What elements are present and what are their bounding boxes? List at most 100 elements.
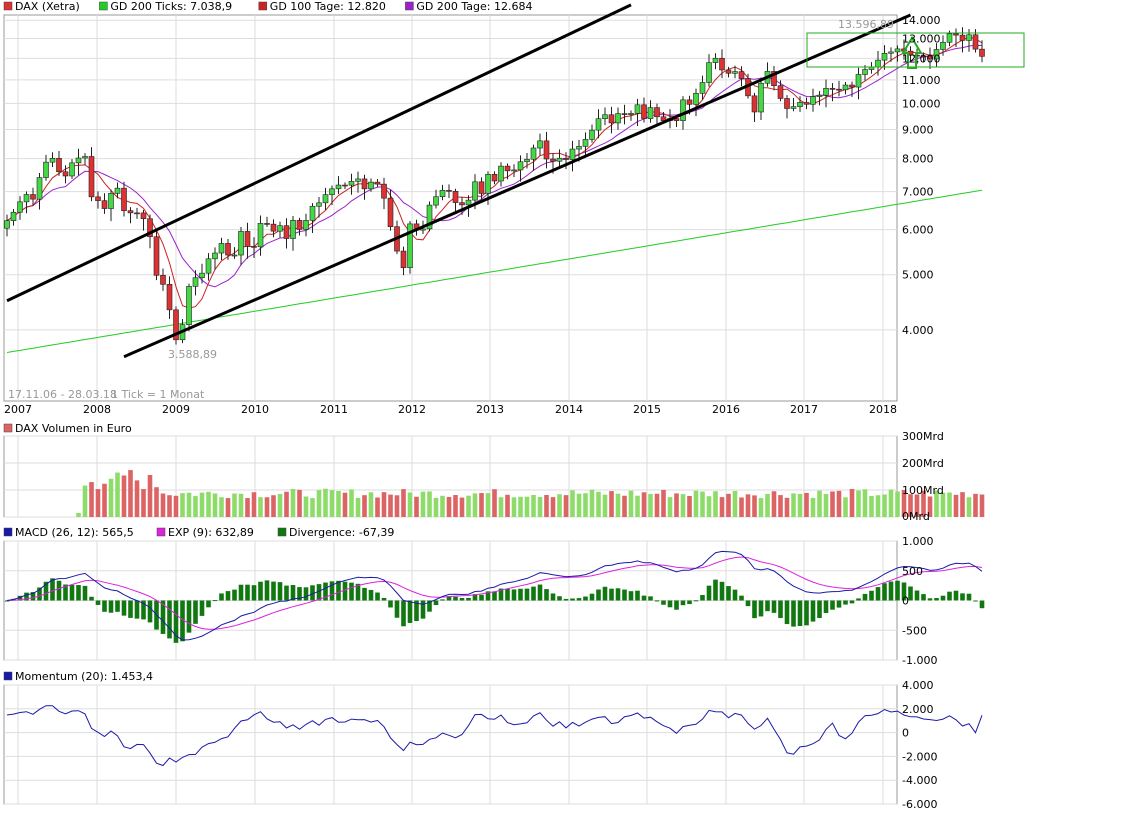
volume-bar bbox=[446, 496, 452, 517]
divergence-bar bbox=[836, 600, 842, 608]
volume-bar bbox=[271, 495, 276, 517]
divergence-bar bbox=[212, 600, 218, 602]
volume-bar bbox=[225, 498, 231, 517]
volume-bar bbox=[589, 489, 595, 517]
volume-bar bbox=[940, 492, 946, 517]
divergence-bar bbox=[680, 600, 686, 606]
candle-body bbox=[199, 272, 205, 279]
volume-bar bbox=[420, 491, 426, 517]
x-tick-label: 2008 bbox=[83, 403, 111, 416]
divergence-bar bbox=[563, 598, 569, 601]
divergence-bar bbox=[336, 580, 341, 601]
volume-bar bbox=[459, 497, 465, 517]
volume-bar bbox=[784, 497, 790, 517]
divergence-bar bbox=[63, 584, 68, 601]
divergence-bar bbox=[134, 600, 140, 619]
candle-body bbox=[381, 183, 387, 199]
volume-bar bbox=[89, 482, 94, 517]
divergence-bar bbox=[778, 600, 783, 619]
y-tick-label: 0 bbox=[902, 595, 909, 608]
candle-body bbox=[205, 258, 212, 274]
candle-body bbox=[251, 246, 257, 248]
macd-y-axis: 1.000 500 0 -500 -1.000 bbox=[902, 535, 937, 667]
x-tick-label: 2015 bbox=[633, 403, 661, 416]
macd-panel: 1.000 500 0 -500 -1.000 bbox=[3, 535, 985, 667]
volume-bar bbox=[687, 495, 692, 517]
divergence-bar bbox=[758, 600, 764, 617]
divergence-bar bbox=[550, 593, 556, 601]
candle-body bbox=[238, 231, 244, 256]
divergence-bar bbox=[576, 598, 582, 601]
y-tick-label: 9.000 bbox=[902, 123, 934, 136]
divergence-bar bbox=[765, 600, 770, 612]
volume-bar bbox=[895, 491, 900, 517]
divergence-bar bbox=[927, 598, 933, 601]
volume-bar bbox=[193, 496, 198, 517]
divergence-bar bbox=[381, 597, 387, 601]
volume-bar bbox=[76, 512, 81, 517]
divergence-bar bbox=[238, 584, 244, 601]
volume-bar bbox=[843, 497, 848, 517]
volume-bar bbox=[453, 495, 458, 517]
candle-body bbox=[725, 69, 732, 74]
candle-body bbox=[881, 52, 888, 61]
divergence-bar bbox=[492, 591, 497, 601]
divergence-bar bbox=[277, 582, 283, 601]
divergence-bar bbox=[544, 589, 549, 601]
candle-body bbox=[355, 178, 361, 182]
candle-body bbox=[218, 243, 225, 254]
divergence-bar bbox=[602, 586, 608, 601]
volume-bar bbox=[297, 489, 302, 517]
candle-body bbox=[517, 161, 524, 171]
volume-bar bbox=[303, 496, 309, 517]
divergence-bar bbox=[531, 586, 536, 601]
volume-bar bbox=[82, 485, 88, 517]
divergence-bar bbox=[713, 579, 718, 601]
candle-body bbox=[602, 114, 608, 120]
candle-body bbox=[75, 157, 82, 164]
divergence-bar bbox=[362, 587, 367, 601]
volume-y-axis: 0Mrd 100Mrd 200Mrd 300Mrd bbox=[902, 430, 944, 523]
volume-bar bbox=[258, 497, 263, 517]
divergence-bar bbox=[628, 591, 634, 601]
divergence-bar bbox=[225, 591, 231, 601]
macd-lines bbox=[6, 550, 983, 641]
candle-body bbox=[862, 69, 868, 75]
candle-body bbox=[225, 243, 231, 256]
divergence-bar bbox=[284, 585, 289, 601]
candle-body bbox=[712, 57, 719, 63]
volume-bar bbox=[544, 494, 549, 517]
volume-bar bbox=[466, 495, 471, 517]
candle-body bbox=[823, 88, 829, 96]
legend-label: DAX (Xetra) bbox=[15, 0, 80, 13]
y-tick-label: 4.000 bbox=[902, 324, 934, 337]
volume-bar bbox=[693, 490, 699, 517]
candle-body bbox=[641, 104, 647, 119]
volume-bar bbox=[102, 483, 107, 517]
volume-bar bbox=[758, 498, 764, 517]
volume-bar bbox=[284, 491, 289, 517]
divergence-bar bbox=[4, 600, 10, 602]
volume-bar bbox=[674, 493, 679, 517]
candle-body bbox=[4, 220, 10, 229]
volume-bar bbox=[219, 497, 224, 517]
candle-body bbox=[582, 139, 589, 147]
divergence-bar bbox=[232, 589, 237, 601]
y-tick-label: -500 bbox=[902, 624, 927, 637]
volume-bar bbox=[531, 494, 536, 517]
legend-label: DAX Volumen in Euro bbox=[15, 422, 132, 435]
candle-body bbox=[173, 309, 179, 341]
legend-label: MACD (26, 12): 565,5 bbox=[15, 526, 134, 539]
volume-bar bbox=[349, 489, 354, 517]
divergence-bar bbox=[310, 585, 315, 601]
volume-bar bbox=[537, 497, 543, 517]
candlesticks bbox=[4, 27, 985, 345]
volume-bar bbox=[875, 495, 881, 517]
divergence-bar bbox=[518, 588, 523, 601]
divergence-bar bbox=[771, 600, 777, 613]
volume-bar bbox=[947, 492, 952, 517]
macd-line bbox=[6, 550, 983, 641]
divergence-bar bbox=[622, 589, 627, 601]
volume-bar bbox=[830, 491, 835, 517]
divergence-bar bbox=[537, 584, 543, 601]
